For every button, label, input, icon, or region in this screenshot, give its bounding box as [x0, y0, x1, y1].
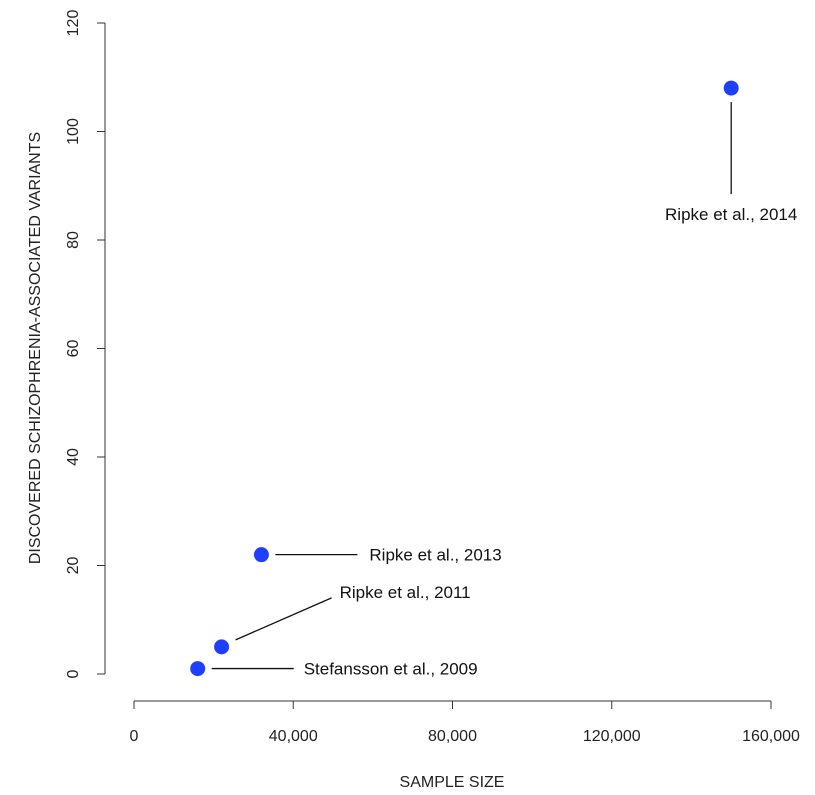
y-tick-label: 20 — [65, 557, 82, 575]
y-axis-ticks: 0 20 40 60 80 100 120 — [65, 10, 105, 678]
x-tick-label: 40,000 — [269, 728, 318, 745]
x-tick-label: 0 — [130, 728, 139, 745]
y-axis-title: DISCOVERED SCHIZOPHRENIA-ASSOCIATED VARI… — [27, 132, 44, 564]
data-point — [723, 80, 739, 96]
y-tick-label: 100 — [65, 118, 82, 145]
y-tick-label: 80 — [65, 231, 82, 249]
x-tick-label: 80,000 — [428, 728, 477, 745]
y-tick-label: 40 — [65, 448, 82, 466]
x-tick-label: 120,000 — [583, 728, 641, 745]
y-tick-label: 60 — [65, 340, 82, 358]
data-point — [214, 639, 230, 655]
data-point — [190, 661, 206, 677]
x-axis-ticks: 0 40,000 80,000 120,000 160,000 — [130, 701, 800, 745]
y-tick-label: 0 — [65, 669, 82, 678]
annotation-leader-line — [235, 597, 332, 641]
point-annotations: Stefansson et al., 2009 Ripke et al., 201… — [211, 102, 797, 679]
point-annotation-label: Ripke et al., 2011 — [340, 583, 471, 602]
y-tick-label: 120 — [65, 10, 82, 37]
point-annotation-label: Stefansson et al., 2009 — [304, 660, 478, 679]
data-point — [253, 547, 269, 563]
point-annotation-label: Ripke et al., 2014 — [665, 205, 797, 224]
x-tick-label: 160,000 — [742, 728, 800, 745]
point-annotation-label: Ripke et al., 2013 — [369, 546, 501, 565]
data-points — [190, 80, 739, 677]
x-axis-title: SAMPLE SIZE — [400, 774, 505, 791]
